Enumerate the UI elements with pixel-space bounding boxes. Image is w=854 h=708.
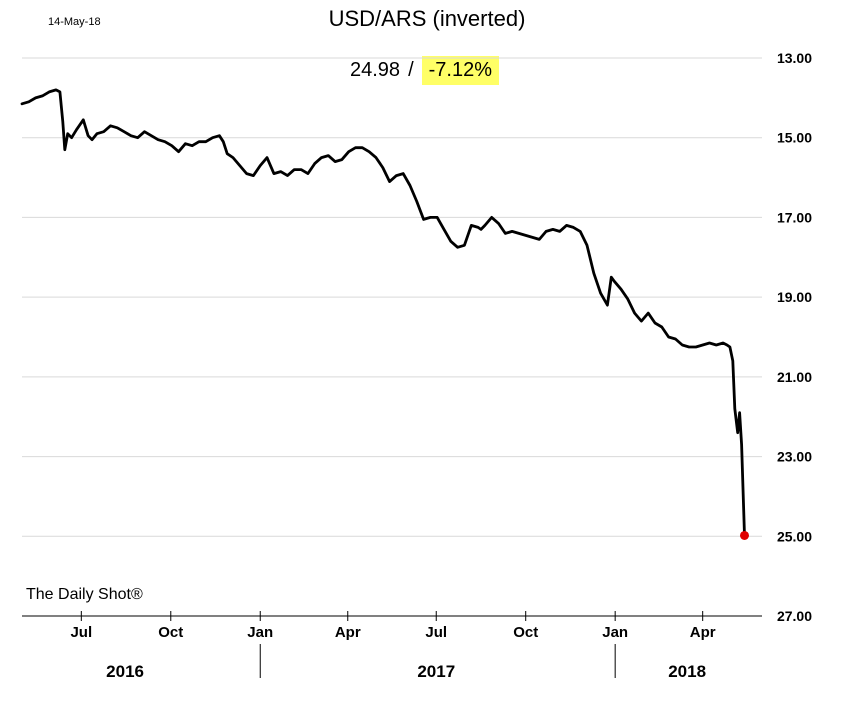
series — [20, 88, 749, 540]
x-tick-label: Jul — [425, 624, 447, 641]
year-label: 2016 — [106, 662, 144, 681]
x-tick-label: Jan — [247, 624, 273, 641]
change-badge: -7.12% — [421, 56, 499, 85]
year-label: 2018 — [668, 662, 706, 681]
chart-title: USD/ARS (inverted) — [328, 6, 526, 31]
y-axis-labels: 13.00 15.00 17.00 19.00 21.00 23.00 25.00 27.00 — [777, 50, 812, 624]
y-tick-label: 25.00 — [777, 528, 812, 544]
x-axis: Jul Oct Jan Apr Jul Oct Jan Apr 2016 2017 2018 — [22, 611, 762, 681]
x-tick-label: Jul — [70, 624, 92, 641]
y-tick-label: 19.00 — [777, 289, 812, 305]
y-tick-label: 21.00 — [777, 369, 812, 385]
last-point-marker — [739, 530, 749, 540]
year-label: 2017 — [417, 662, 455, 681]
x-tick-label: Apr — [690, 624, 716, 641]
last-value-readout: 24.98 / -7.12% — [350, 56, 499, 85]
usd-ars-line — [20, 88, 746, 537]
y-tick-label: 13.00 — [777, 50, 812, 66]
y-tick-label: 23.00 — [777, 449, 812, 465]
y-tick-label: 27.00 — [777, 608, 812, 624]
readout-separator: / — [408, 59, 414, 81]
x-tick-label: Jan — [602, 624, 628, 641]
y-tick-label: 17.00 — [777, 209, 812, 225]
gridlines — [22, 57, 762, 537]
source-credit: The Daily Shot® — [26, 586, 143, 603]
x-tick-label: Oct — [513, 624, 538, 641]
x-tick-label: Apr — [335, 624, 361, 641]
date-stamp: 14-May-18 — [48, 16, 101, 28]
x-tick-label: Oct — [158, 624, 183, 641]
last-value: 24.98 — [350, 59, 401, 81]
y-tick-label: 15.00 — [777, 130, 812, 146]
